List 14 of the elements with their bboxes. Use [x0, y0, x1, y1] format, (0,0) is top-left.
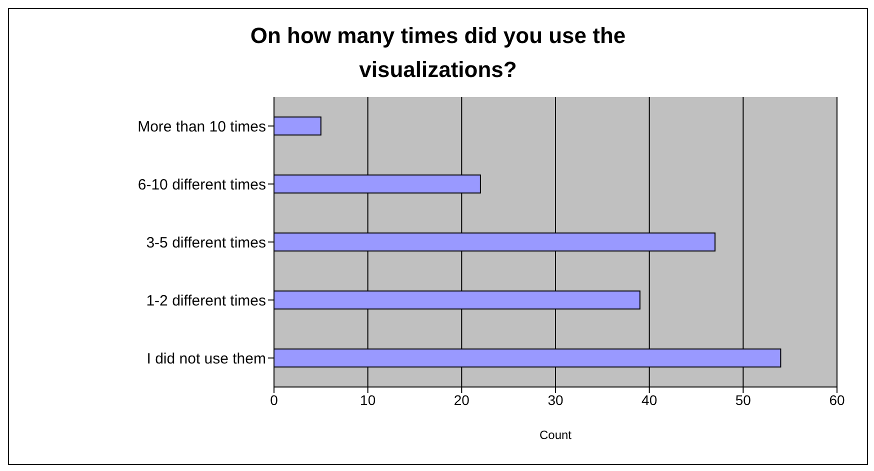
y-tick-label: 1-2 different times	[146, 292, 266, 310]
x-tick-label: 10	[360, 392, 376, 408]
x-tick-label: 20	[454, 392, 470, 408]
x-tick-label: 0	[270, 392, 278, 408]
y-tick-label: More than 10 times	[138, 118, 266, 136]
x-tick-label: 60	[829, 392, 845, 408]
x-tick-label: 30	[548, 392, 564, 408]
x-tick-label: 40	[642, 392, 658, 408]
x-tick-label: 50	[735, 392, 752, 408]
y-tick-label: 3-5 different times	[146, 234, 266, 252]
chart-title: On how many times did you use the visualizations?	[249, 22, 627, 84]
y-tick-label: I did not use them	[146, 350, 266, 368]
x-axis-title: Count	[539, 428, 572, 442]
y-tick-label: 6-10 different times	[138, 176, 266, 194]
